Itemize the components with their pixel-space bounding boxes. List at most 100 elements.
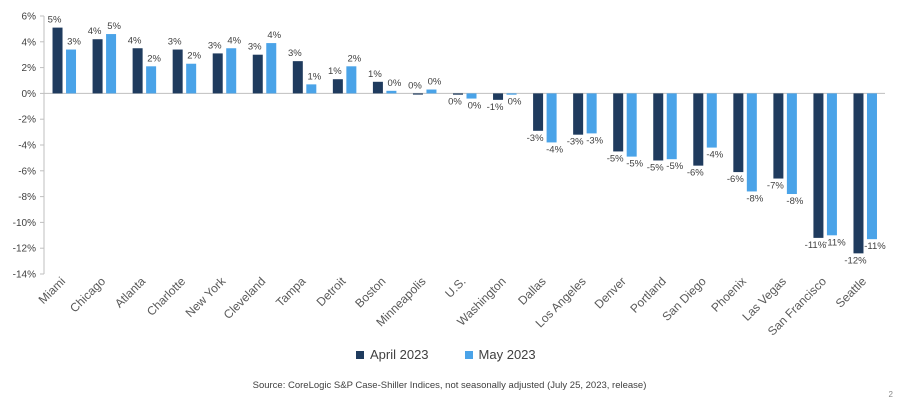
data-label: 0% (388, 78, 402, 89)
bar-may (426, 89, 437, 94)
data-label: 0% (408, 80, 422, 91)
data-label: 2% (187, 51, 201, 62)
legend: April 2023 May 2023 (356, 347, 536, 362)
bar-may (146, 66, 157, 94)
bar-may (786, 93, 797, 195)
data-label: -5% (626, 159, 643, 170)
bar-april (132, 48, 143, 94)
bar-april (493, 93, 504, 100)
bar-may (466, 93, 477, 99)
x-tick-label: Miami (36, 274, 69, 307)
bars (52, 27, 877, 254)
bar-may (546, 93, 557, 143)
data-label: 3% (168, 37, 182, 48)
bar-april (212, 53, 223, 94)
data-label: 4% (88, 26, 102, 37)
bar-may (66, 49, 77, 94)
bar-april (573, 93, 584, 135)
y-tick-label: -2% (18, 115, 36, 126)
bar-april (412, 93, 423, 95)
data-label: -5% (647, 162, 664, 173)
data-label: -4% (546, 144, 563, 155)
legend-item-may: May 2023 (464, 347, 536, 362)
data-label: -3% (586, 135, 603, 146)
legend-label-april: April 2023 (370, 347, 429, 362)
x-tick-label: Atlanta (112, 274, 149, 311)
bar-may (826, 93, 837, 236)
x-tick-label: Dallas (515, 274, 548, 307)
bar-april (733, 93, 744, 173)
x-tick-label: Detroit (314, 274, 349, 309)
bar-may (306, 84, 317, 94)
bar-may (866, 93, 877, 240)
y-tick-label: -4% (18, 141, 36, 152)
data-label: 5% (48, 15, 62, 26)
data-label: -6% (687, 168, 704, 179)
x-tick-label: Chicago (67, 274, 108, 315)
data-label: -4% (706, 150, 723, 161)
data-label: -7% (767, 181, 784, 192)
data-label: 0% (468, 101, 482, 112)
bar-april (613, 93, 624, 152)
data-label: -6% (727, 174, 744, 185)
data-label: -12% (844, 255, 867, 266)
x-tick-label: Seattle (833, 274, 870, 311)
y-tick-label: -10% (13, 218, 36, 229)
data-label: -11% (824, 237, 846, 248)
bar-may (626, 93, 637, 157)
legend-swatch-april (356, 350, 364, 359)
data-label: -11% (805, 240, 827, 251)
bar-april (52, 27, 63, 94)
bar-april (813, 93, 824, 238)
data-label: 0% (508, 97, 522, 108)
source-note: Source: CoreLogic S&P Case-Shiller Indic… (252, 380, 647, 391)
bar-april (252, 54, 263, 94)
bar-may (706, 93, 717, 148)
data-label: 5% (107, 21, 121, 32)
bar-april (372, 81, 383, 94)
bar-may (386, 90, 397, 94)
x-tick-label: Denver (592, 274, 629, 311)
data-label: 3% (288, 48, 302, 59)
bar-april (453, 93, 463, 95)
bar-april (653, 93, 664, 161)
bar-april (533, 93, 544, 131)
y-axis: 6%4%2%0%-2%-4%-6%-8%-10%-12%-14% (13, 12, 885, 281)
data-label: -5% (666, 161, 683, 172)
bar-april (292, 61, 303, 94)
y-tick-label: 2% (22, 63, 37, 74)
bar-april (332, 79, 343, 94)
bar-may (226, 48, 237, 94)
bar-may (506, 93, 517, 95)
data-label: 2% (347, 53, 361, 64)
legend-item-april: April 2023 (356, 347, 429, 362)
y-tick-label: -12% (13, 244, 36, 255)
bar-may (346, 66, 357, 94)
data-label: 3% (248, 42, 262, 53)
x-tick-label: San Diego (659, 274, 709, 324)
bar-april (773, 93, 784, 179)
data-label: -1% (487, 102, 504, 113)
data-labels: 5% 3% 4% 5% 4% 2% 3% 2% 3% 4% 3% 4% 3% 1% 1% 2% 1% 0% 0% 0%… (48, 15, 887, 267)
legend-label-may: May 2023 (478, 347, 536, 362)
data-label: 0% (428, 77, 442, 88)
bar-may (586, 93, 597, 134)
y-tick-label: -8% (18, 192, 36, 203)
data-label: -5% (607, 153, 624, 164)
data-label: 4% (227, 35, 241, 46)
data-label: 4% (267, 30, 281, 41)
y-tick-label: 0% (22, 89, 37, 100)
data-label: -3% (567, 137, 584, 148)
bar-april (853, 93, 864, 254)
bar-may (746, 93, 757, 192)
bar-april (172, 49, 183, 94)
y-tick-label: -14% (13, 270, 36, 281)
data-label: 2% (147, 53, 161, 64)
x-tick-label: Tampa (273, 274, 309, 310)
data-label: -8% (786, 196, 803, 207)
bar-may (186, 63, 197, 94)
data-label: 0% (448, 97, 462, 108)
page-number: 2 (888, 390, 893, 399)
bar-may (666, 93, 677, 160)
